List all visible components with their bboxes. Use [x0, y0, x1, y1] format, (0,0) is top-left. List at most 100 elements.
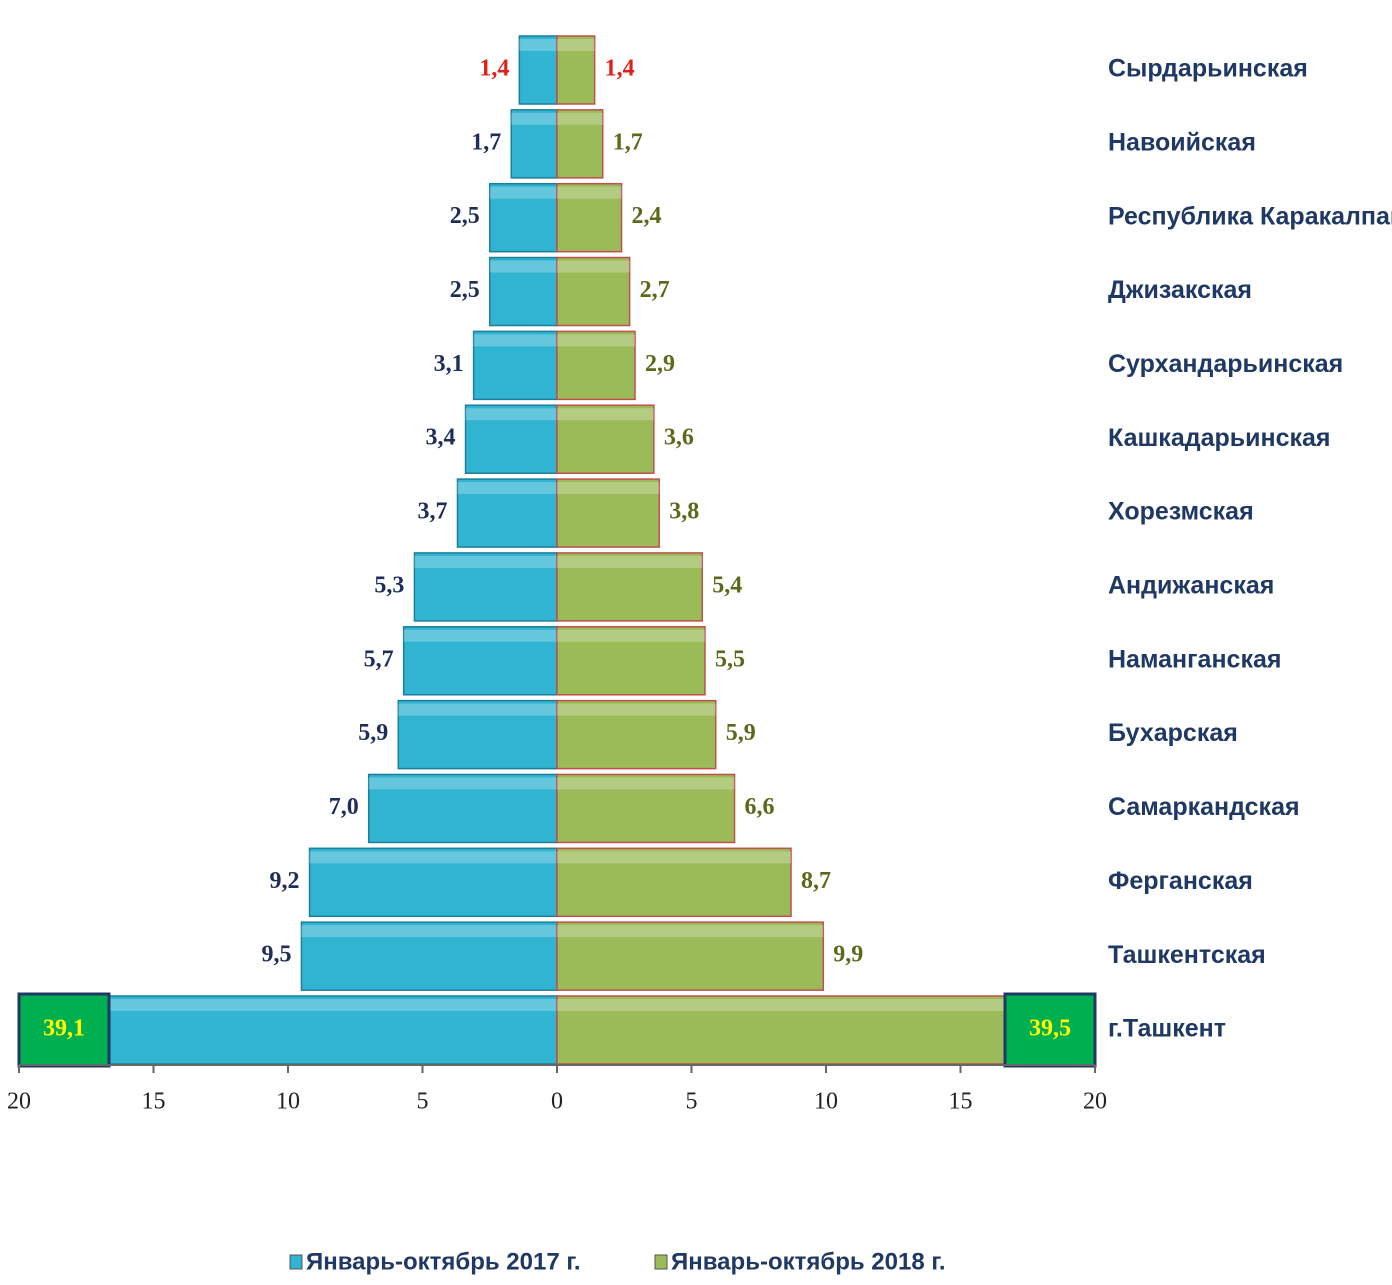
value-label: 8,7 [801, 868, 831, 894]
value-label: 3,1 [434, 351, 464, 377]
legend-label: Январь-октябрь 2018 г. [671, 1248, 946, 1275]
value-label: 7,0 [329, 794, 359, 820]
x-tick-label: 20 [1083, 1089, 1107, 1115]
x-tick-label: 5 [417, 1089, 429, 1115]
x-tick-label: 15 [949, 1089, 973, 1115]
category-label: Ташкентская [1108, 941, 1266, 969]
bar [556, 552, 704, 622]
bar-highlight [557, 777, 735, 790]
value-label: 2,5 [450, 203, 480, 229]
legend-label: Январь-октябрь 2017 г. [306, 1248, 581, 1275]
value-label: 39,5 [1029, 1016, 1071, 1042]
x-tick-label: 5 [686, 1089, 698, 1115]
bar-highlight [414, 555, 557, 568]
bar [556, 847, 792, 918]
bar-highlight [519, 39, 557, 51]
value-label: 1,4 [605, 56, 635, 82]
category-label: Андижанская [1108, 572, 1274, 600]
bar-highlight [557, 39, 595, 51]
value-label: 9,2 [270, 868, 300, 894]
category-label: Наманганская [1108, 645, 1281, 673]
value-label: 5,7 [364, 646, 394, 672]
bar-highlight [465, 408, 557, 421]
category-label: Ферганская [1108, 867, 1253, 895]
value-label: 9,5 [261, 942, 291, 968]
x-tick-label: 20 [7, 1089, 31, 1115]
value-label: 9,9 [833, 942, 863, 968]
value-label: 1,7 [613, 129, 643, 155]
plot-area [19, 35, 1095, 1065]
value-label: 2,5 [450, 277, 480, 303]
category-label: Кашкадарьинская [1108, 424, 1331, 452]
category-label: Сурхандарьинская [1108, 350, 1343, 378]
category-label: г.Ташкент [1108, 1015, 1226, 1043]
bar-highlight [557, 334, 636, 347]
category-label: Сырдарьинская [1108, 55, 1308, 83]
value-label: 2,7 [640, 277, 670, 303]
value-label: 5,5 [715, 646, 745, 672]
category-label: Хорезмская [1108, 498, 1254, 526]
bar [556, 478, 660, 548]
category-label: Джизакская [1108, 276, 1252, 304]
bar [489, 182, 558, 253]
bar-highlight [557, 629, 705, 642]
bar [472, 330, 558, 401]
bar [556, 109, 604, 179]
bar [489, 256, 558, 327]
bar-highlight [511, 112, 557, 125]
bar-highlight [403, 629, 557, 642]
overflow-box [1003, 992, 1097, 1068]
legend-swatch [289, 1254, 303, 1270]
value-label: 3,7 [417, 499, 447, 525]
bar-highlight [557, 112, 603, 125]
bar [556, 256, 631, 327]
x-tick-label: 0 [551, 1089, 563, 1115]
x-tick-label: 10 [814, 1089, 838, 1115]
bar [397, 699, 558, 770]
bar-highlight [473, 334, 557, 347]
value-label: 3,6 [664, 425, 694, 451]
value-label: 5,9 [726, 720, 756, 746]
bar [300, 921, 558, 991]
bar-highlight [301, 925, 557, 938]
bar-highlight [19, 999, 558, 1011]
bar [556, 626, 706, 696]
bar [556, 921, 825, 991]
bar [556, 404, 655, 474]
category-label: Бухарская [1108, 719, 1238, 747]
bar [556, 35, 596, 105]
value-label: 5,4 [712, 572, 742, 598]
bar-highlight [557, 482, 660, 495]
value-label: 39,1 [43, 1016, 85, 1042]
bar-highlight [557, 999, 1095, 1011]
value-label: 5,3 [374, 572, 404, 598]
bar-highlight [489, 186, 557, 199]
value-label: 3,4 [426, 425, 456, 451]
bar [556, 773, 736, 844]
bar [367, 773, 558, 844]
bar-highlight [457, 482, 557, 495]
bar-highlight [557, 408, 654, 421]
bar [456, 478, 558, 548]
bar-highlight [489, 260, 557, 273]
legend-swatch [654, 1254, 668, 1270]
overflow-box [17, 992, 111, 1068]
bar-highlight [557, 851, 792, 864]
bar-highlight [557, 555, 703, 568]
bar [556, 182, 623, 253]
value-label: 6,6 [745, 794, 775, 820]
x-tick-label: 15 [142, 1089, 166, 1115]
value-label: 1,7 [471, 129, 501, 155]
bar-highlight [368, 777, 557, 790]
bar-highlight [557, 703, 716, 716]
bar [556, 699, 717, 770]
value-label: 1,4 [479, 56, 509, 82]
category-label: Навоийская [1108, 128, 1256, 156]
bar [556, 330, 636, 401]
category-label: Самаркандская [1108, 793, 1300, 821]
value-label: 5,9 [358, 720, 388, 746]
value-label: 2,9 [645, 351, 675, 377]
bar-highlight [557, 925, 824, 938]
value-label: 3,8 [669, 499, 699, 525]
